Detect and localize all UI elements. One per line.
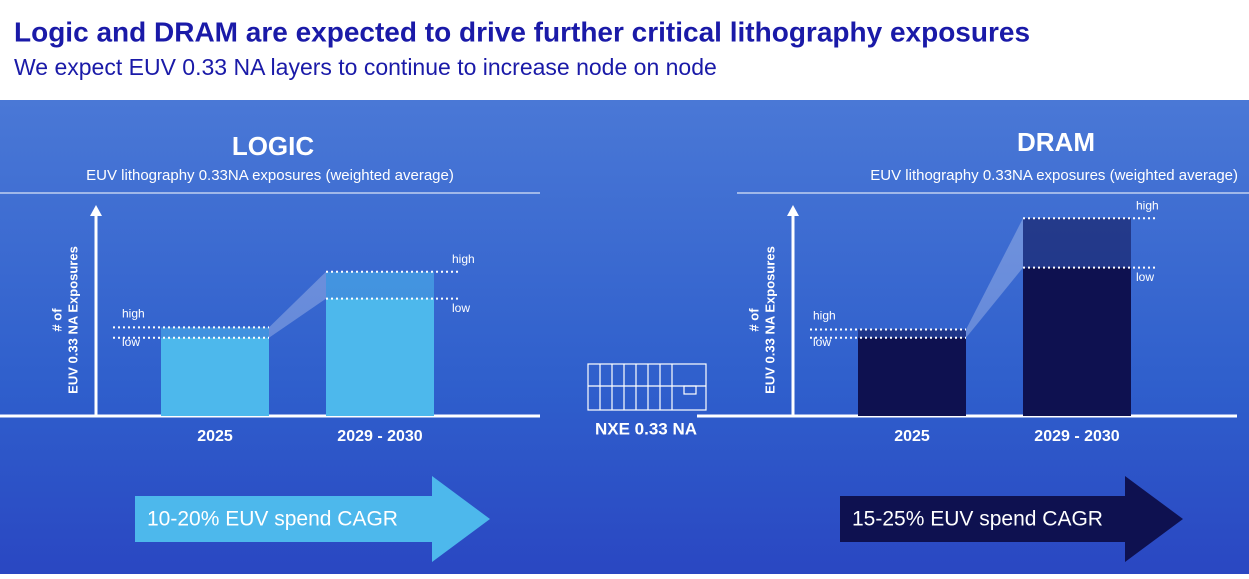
y-axis-arrow <box>787 205 799 216</box>
x-tick-label: 2029 - 2030 <box>337 428 423 445</box>
machine-label: NXE 0.33 NA <box>595 419 697 438</box>
x-tick-label: 2029 - 2030 <box>1034 428 1120 445</box>
range-label: high <box>452 252 475 266</box>
machine-icon <box>587 363 707 411</box>
cagr-arrow <box>135 476 490 562</box>
slide-title: Logic and DRAM are expected to drive fur… <box>14 16 1030 47</box>
y-axis-label: # of <box>746 308 761 332</box>
chart-title: LOGIC <box>232 131 315 161</box>
bar <box>858 337 966 416</box>
connector <box>966 218 1023 338</box>
range-band <box>326 271 434 299</box>
bar <box>326 298 434 416</box>
y-axis-label: # of <box>49 308 64 332</box>
range-label: low <box>1136 270 1154 284</box>
chart-subtitle: EUV lithography 0.33NA exposures (weight… <box>86 167 454 184</box>
chart-title: DRAM <box>1017 127 1095 157</box>
cagr-label: 10-20% EUV spend CAGR <box>147 508 398 531</box>
cagr-label: 15-25% EUV spend CAGR <box>852 508 1103 531</box>
range-label: low <box>122 335 140 349</box>
connector <box>269 271 326 338</box>
y-axis-label: EUV 0.33 NA Exposures <box>762 246 777 394</box>
range-label: high <box>813 309 836 323</box>
x-tick-label: 2025 <box>894 428 930 445</box>
slide-subtitle: We expect EUV 0.33 NA layers to continue… <box>14 54 717 80</box>
range-label: low <box>813 335 831 349</box>
bar <box>161 337 269 416</box>
range-band <box>161 327 269 338</box>
range-band <box>1023 218 1131 268</box>
chart-subtitle: EUV lithography 0.33NA exposures (weight… <box>870 167 1238 184</box>
header-bg <box>0 0 1249 100</box>
cagr-arrow <box>840 476 1183 562</box>
bar <box>1023 267 1131 416</box>
range-label: high <box>122 307 145 321</box>
y-axis-label: EUV 0.33 NA Exposures <box>65 246 80 394</box>
x-tick-label: 2025 <box>197 428 233 445</box>
range-label: low <box>452 301 470 315</box>
y-axis-arrow <box>90 205 102 216</box>
range-label: high <box>1136 198 1159 212</box>
range-band <box>858 329 966 338</box>
